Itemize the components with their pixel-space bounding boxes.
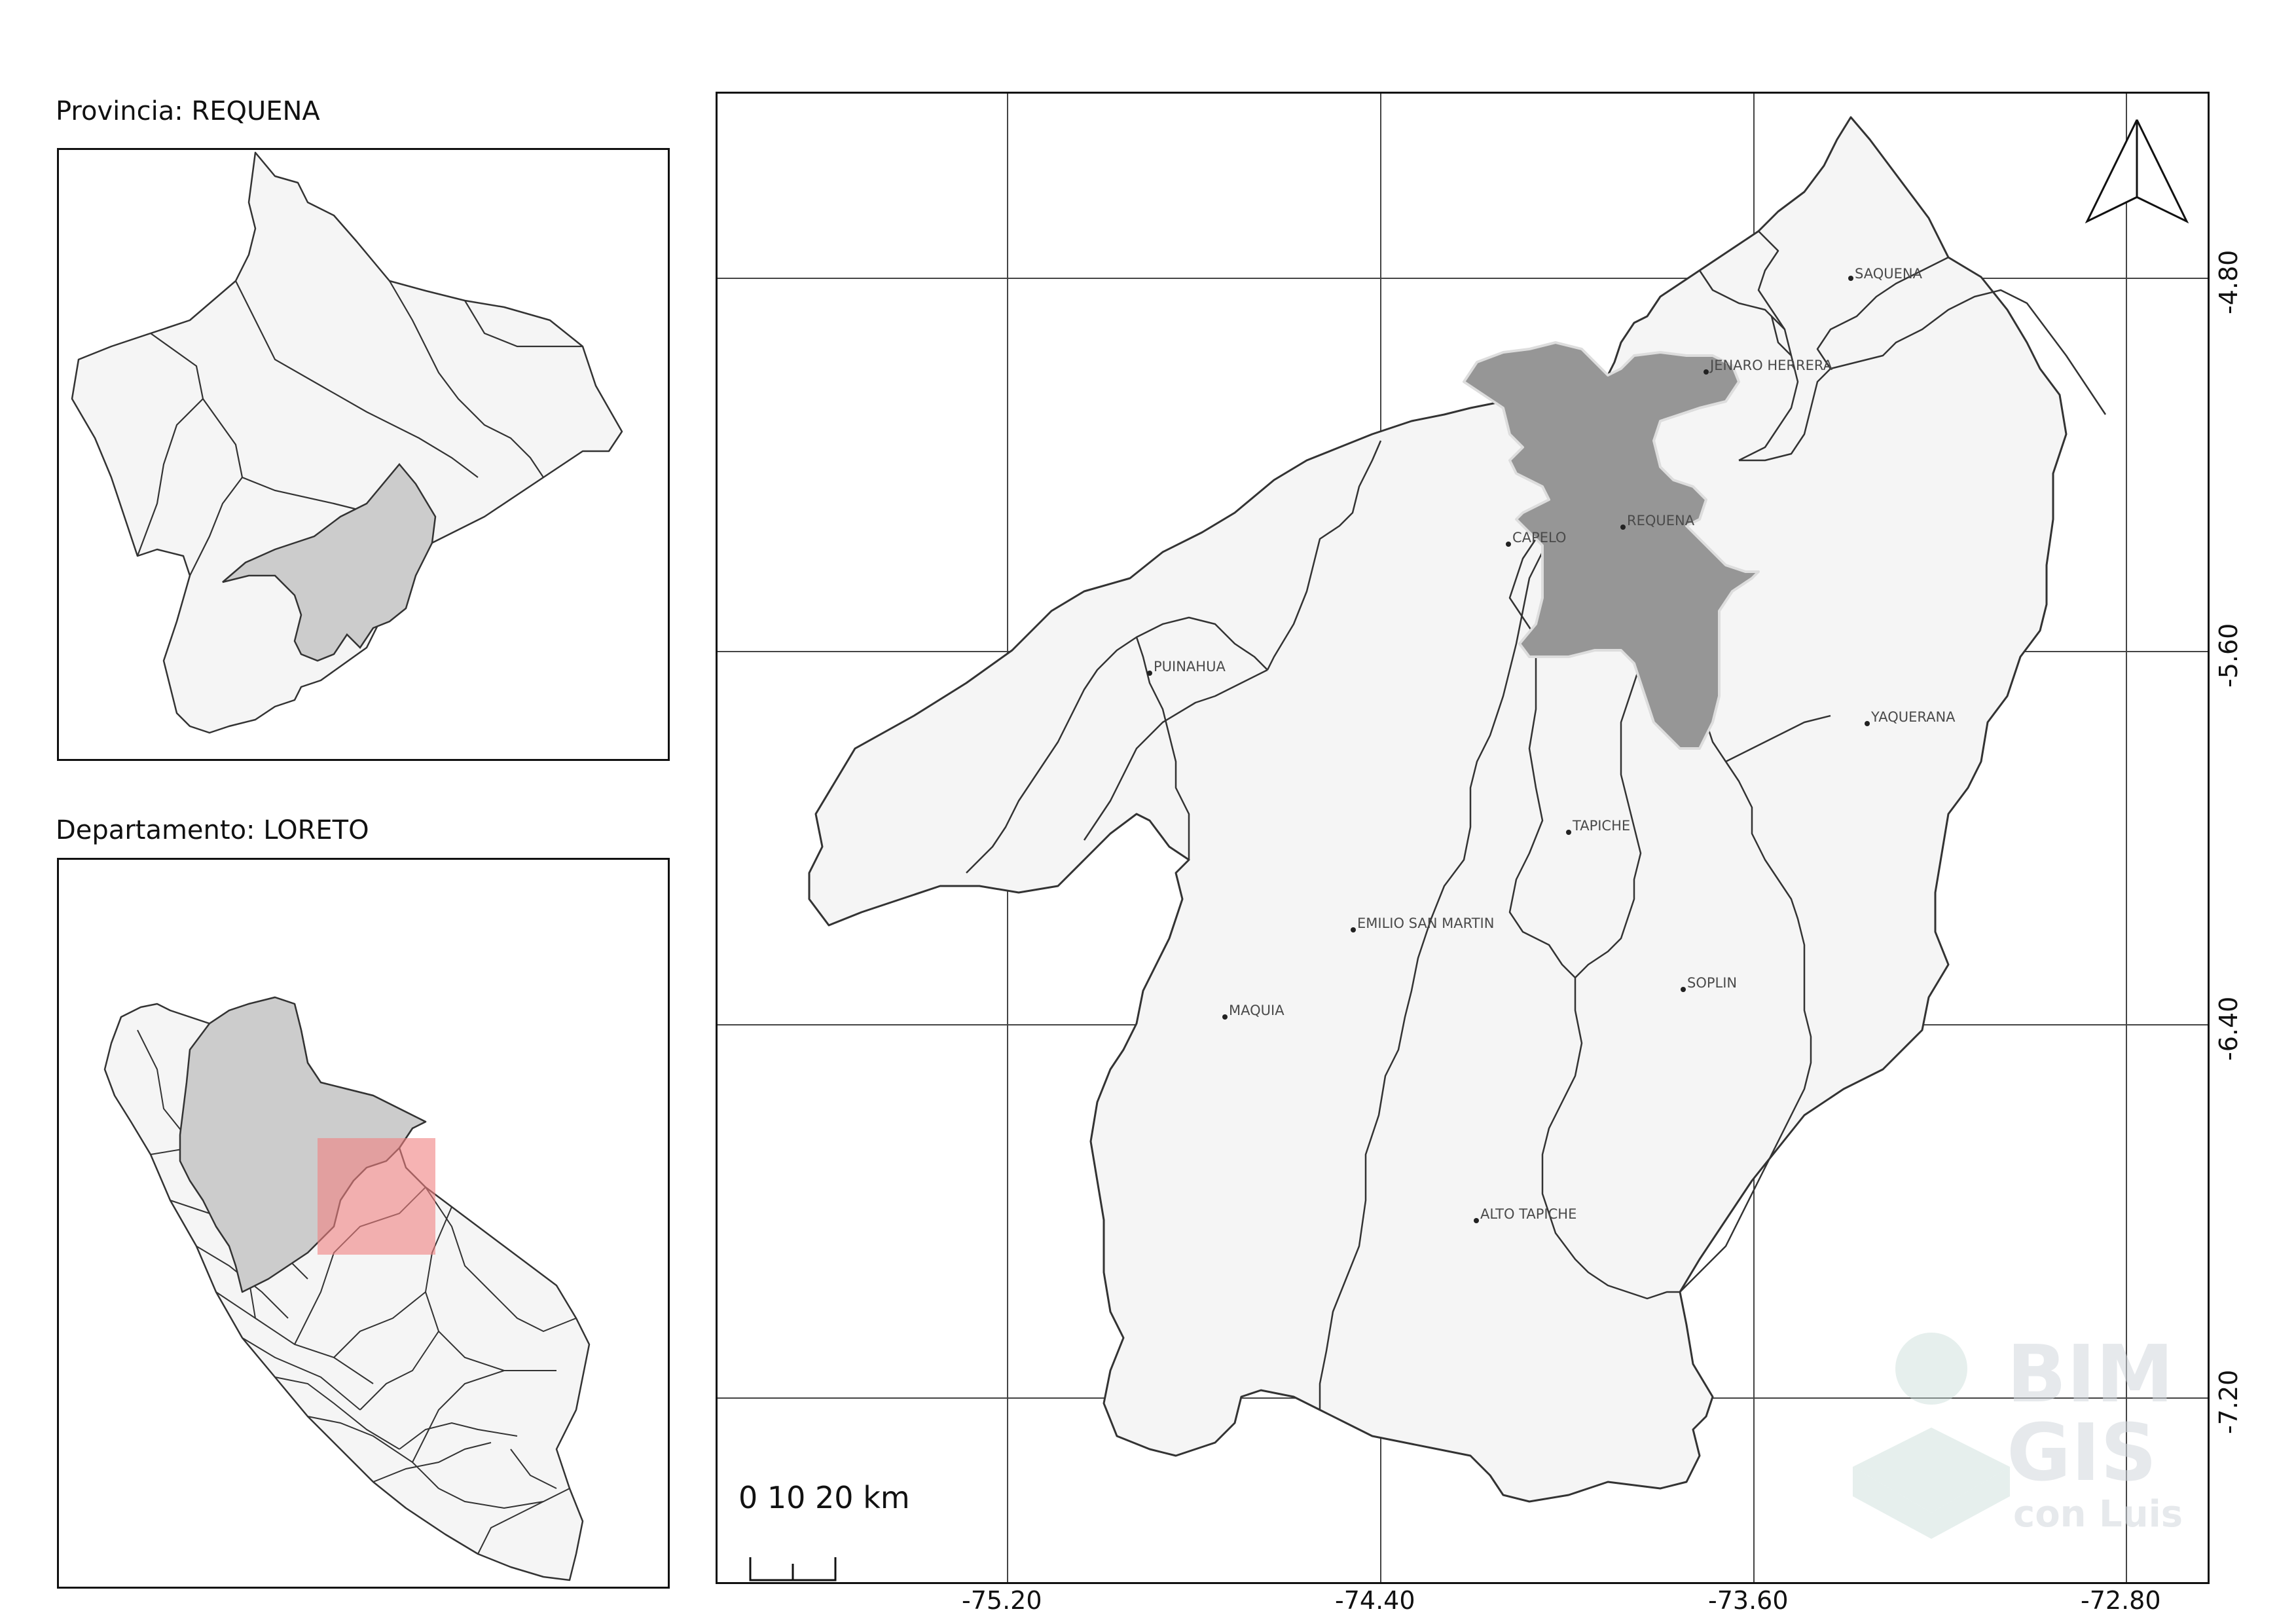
province-inset-title: Provincia: REQUENA <box>56 96 320 126</box>
lat-tick-2: -6.40 <box>2214 996 2243 1061</box>
scale-bar-label: 0 10 20 km <box>738 1480 910 1515</box>
watermark-text-con-luis: con Luis <box>2013 1493 2183 1536</box>
province-inset-map <box>57 148 670 761</box>
lat-tick-1: -5.60 <box>2214 623 2243 688</box>
district-label-maquia: MAQUIA <box>1229 1003 1285 1018</box>
north-arrow-icon <box>2085 119 2189 224</box>
department-inset-map <box>57 858 670 1589</box>
requena-extent-box <box>318 1138 435 1255</box>
district-label-saquena: SAQUENA <box>1855 266 1923 282</box>
peru-outline <box>103 996 591 1581</box>
scale-bar <box>749 1557 837 1581</box>
watermark-logo: BIM GIS con Luis <box>1840 1323 2246 1545</box>
main-map-frame: SAQUENA JENARO HERRERA CAPELO REQUENA PU… <box>716 92 2210 1584</box>
lon-tick-3: -72.80 <box>2081 1586 2161 1615</box>
district-label-yaquerana: YAQUERANA <box>1870 709 1956 725</box>
district-label-tapiche: TAPICHE <box>1572 818 1630 834</box>
department-inset-title: Departamento: LORETO <box>56 815 369 845</box>
district-boundaries <box>966 231 2107 1410</box>
requena-province-highlight <box>222 463 437 662</box>
requena-district-highlight <box>1463 341 1760 750</box>
district-label-alto-tapiche: ALTO TAPICHE <box>1480 1206 1576 1222</box>
district-label-emilio-san-martin: EMILIO SAN MARTIN <box>1357 915 1494 931</box>
district-label-puinahua: PUINAHUA <box>1154 659 1226 674</box>
province-outline <box>71 151 623 734</box>
district-label-jenaro-herrera: JENARO HERRERA <box>1709 358 1833 373</box>
lon-tick-2: -73.60 <box>1708 1586 1789 1615</box>
district-label-soplin: SOPLIN <box>1687 975 1737 991</box>
lon-tick-1: -74.40 <box>1335 1586 1415 1615</box>
requena-province-outline <box>808 116 2068 1503</box>
watermark-cube-icon <box>1853 1333 2010 1539</box>
watermark-text-bim: BIM <box>2007 1329 2174 1420</box>
watermark-text-gis: GIS <box>2007 1408 2157 1499</box>
district-labels: SAQUENA JENARO HERRERA CAPELO REQUENA PU… <box>1147 266 1956 1223</box>
district-label-requena: REQUENA <box>1627 513 1695 528</box>
district-label-capelo: CAPELO <box>1512 530 1566 545</box>
lon-tick-0: -75.20 <box>962 1586 1042 1615</box>
lat-tick-0: -4.80 <box>2214 249 2243 314</box>
